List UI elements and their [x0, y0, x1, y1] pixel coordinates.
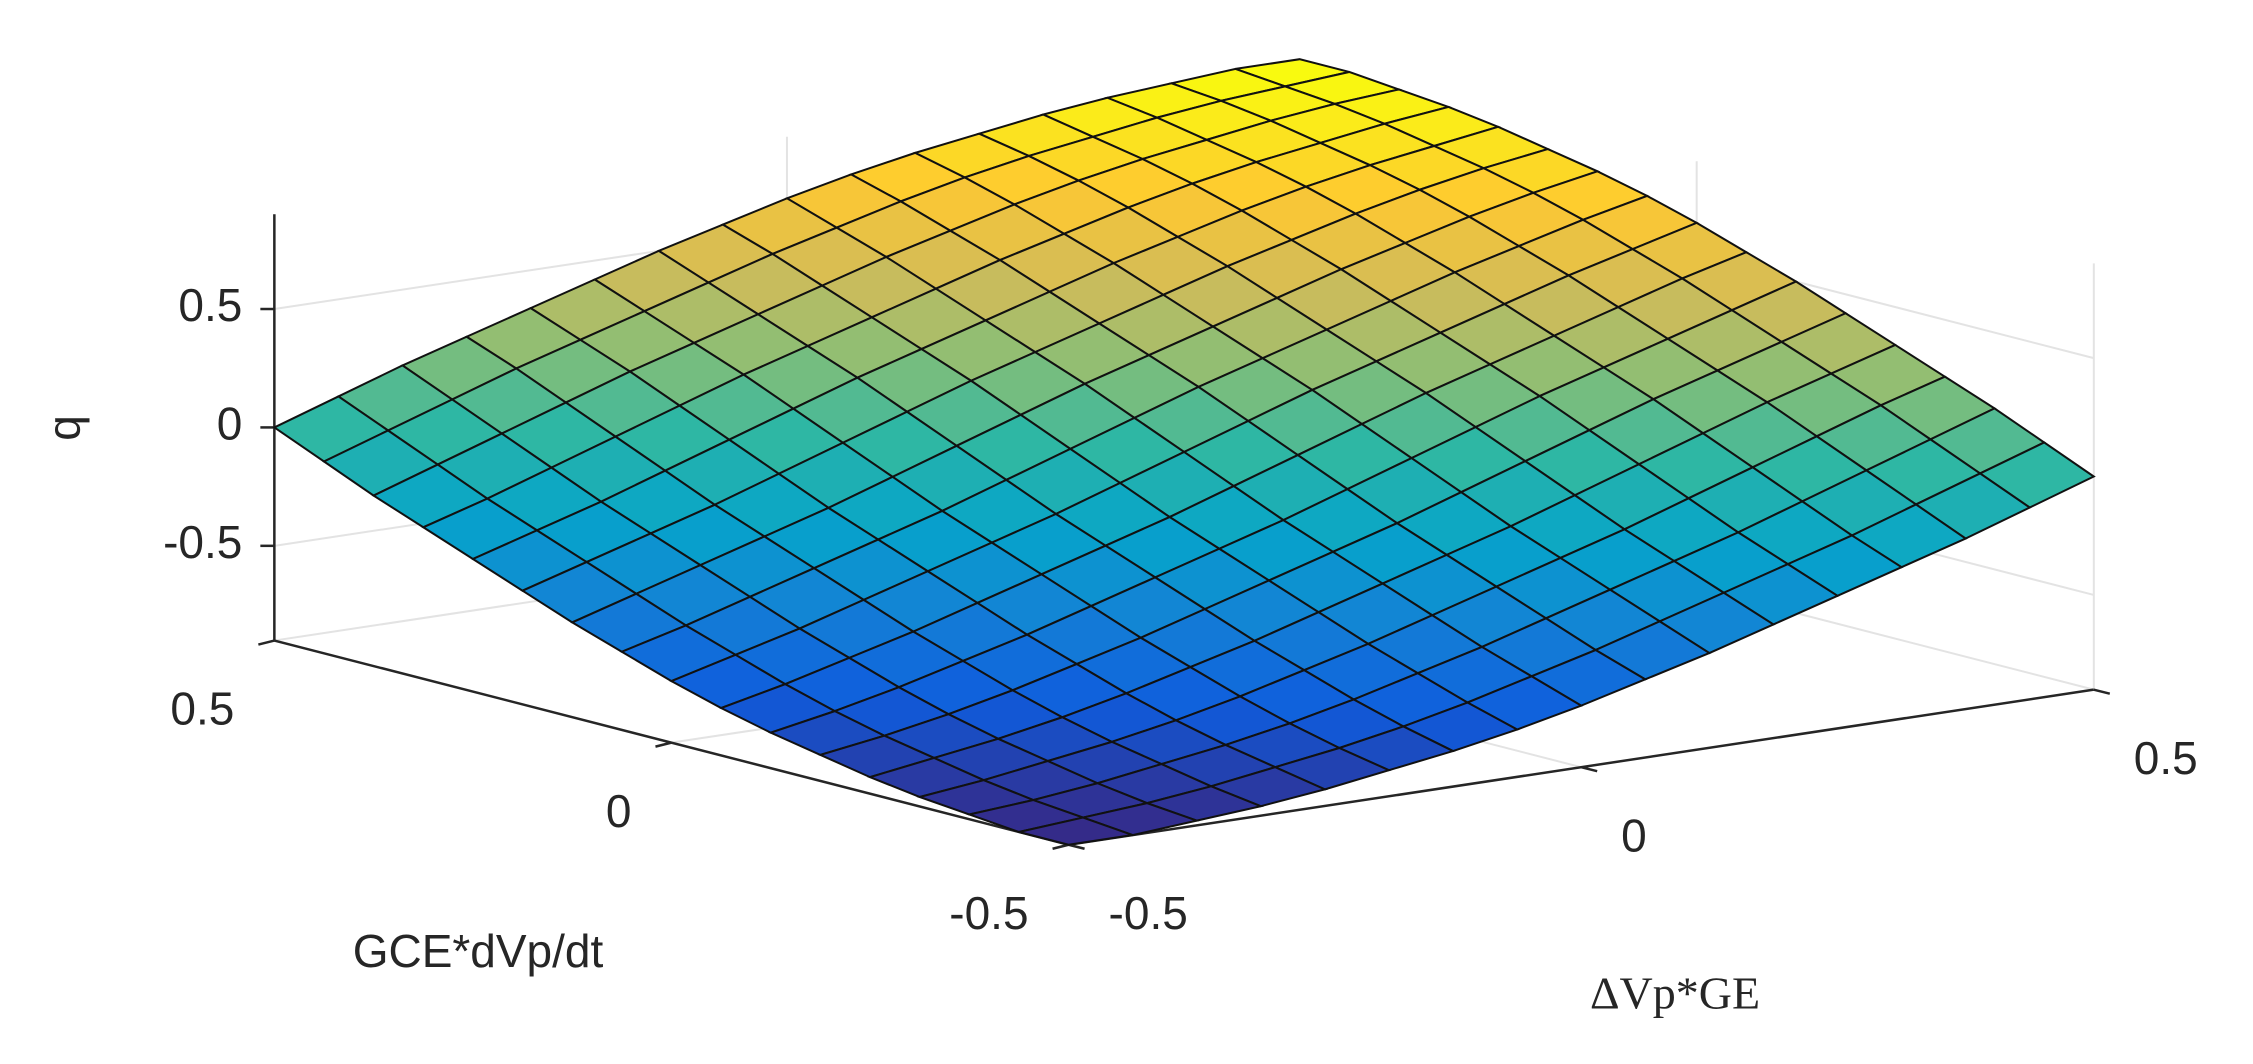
z-tick-label: 0 [217, 398, 243, 450]
y-tick-label: -0.5 [949, 887, 1028, 939]
surface-face [1018, 816, 1133, 846]
x-tick-label: -0.5 [1109, 887, 1188, 939]
y-axis-label: GCE*dVp/dt [353, 925, 604, 977]
x-axis-label: ΔVp*GE [1590, 968, 1760, 1019]
tick-mark [1052, 843, 1069, 850]
tick-mark [258, 639, 275, 646]
tick-mark [655, 741, 672, 748]
z-axis-label: q [38, 415, 90, 441]
tick-mark [1068, 843, 1085, 850]
y-tick-label: 0 [606, 785, 632, 837]
z-tick-label: 0.5 [178, 279, 242, 331]
z-tick-label: -0.5 [163, 516, 242, 568]
tick-mark [1580, 765, 1598, 773]
y-tick-label: 0.5 [170, 683, 234, 735]
x-tick-label: 0.5 [2134, 732, 2198, 784]
x-tick-label: 0 [1621, 809, 1647, 861]
tick-mark [2093, 688, 2111, 695]
